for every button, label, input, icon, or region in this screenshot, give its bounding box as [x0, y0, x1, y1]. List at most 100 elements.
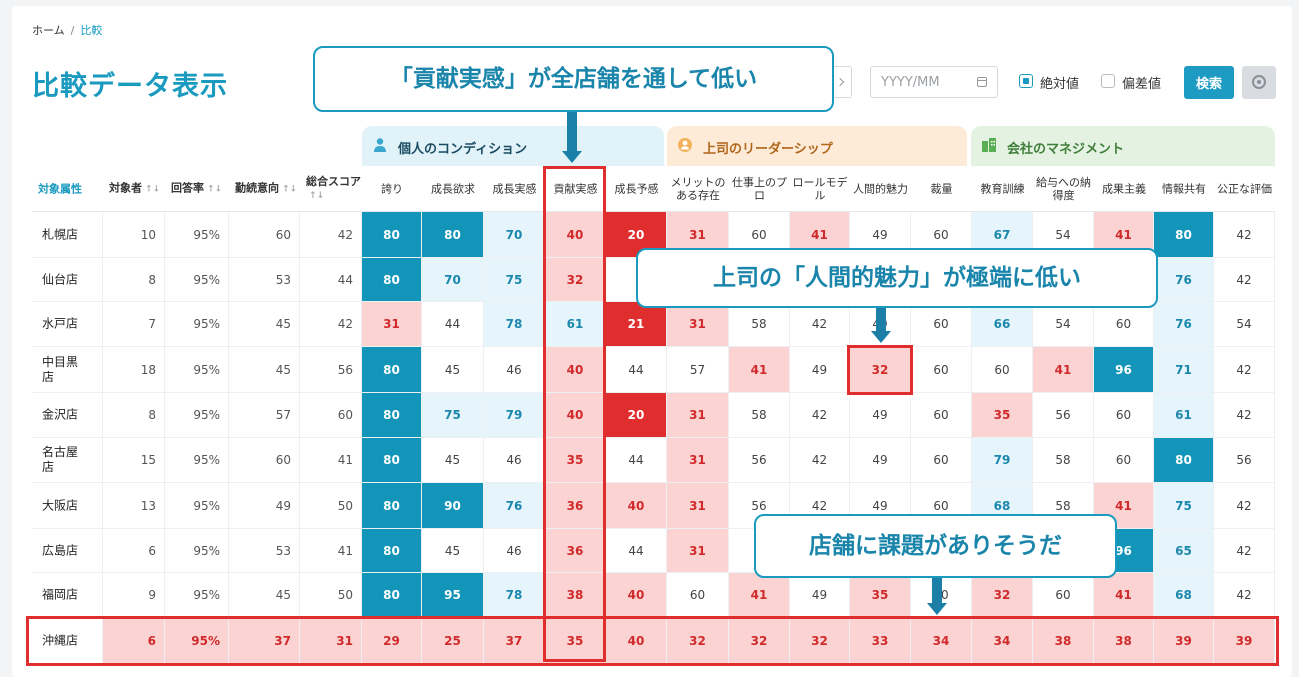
score-cell: 80 — [362, 393, 422, 438]
table-cell: 56 — [300, 347, 362, 393]
cell-value: 広島店 — [42, 543, 79, 557]
score-value: 80 — [383, 588, 400, 602]
column-header-label: 情報共有 — [1162, 182, 1206, 195]
score-value: 31 — [689, 453, 706, 467]
column-header: 貢献実感 — [545, 166, 606, 212]
absolute-checkbox[interactable] — [1019, 74, 1033, 88]
cell-value: 49 — [275, 498, 291, 513]
score-cell: 38 — [1094, 618, 1154, 664]
search-button[interactable]: 検索 — [1184, 66, 1234, 99]
breadcrumb-current: 比較 — [80, 24, 103, 37]
cell-value: 95% — [193, 272, 220, 287]
settings-button[interactable] — [1242, 66, 1276, 99]
cell-value: 95% — [193, 498, 220, 513]
score-cell: 41 — [729, 347, 790, 393]
column-header: ロールモデル — [790, 166, 850, 212]
score-value: 31 — [689, 543, 706, 558]
score-cell: 46 — [484, 438, 545, 483]
column-header-label: 対象属性 — [38, 182, 82, 195]
score-cell: 54 — [1214, 302, 1275, 347]
cell-value: 95% — [193, 453, 220, 467]
table-cell: 50 — [300, 483, 362, 529]
cell-value: 95% — [193, 317, 220, 331]
sort-icon[interactable]: ↑↓ — [282, 184, 298, 194]
sort-icon[interactable]: ↑↓ — [145, 184, 161, 194]
deviation-checkbox[interactable] — [1101, 74, 1115, 88]
score-value: 41 — [1115, 588, 1132, 602]
score-cell: 29 — [362, 618, 422, 664]
score-value: 32 — [871, 362, 889, 377]
score-cell: 49 — [790, 347, 850, 393]
score-cell: 56 — [1214, 438, 1275, 483]
column-header-label: 回答率 — [171, 181, 204, 194]
column-header: 人間的魅力 — [850, 166, 911, 212]
score-cell: 41 — [1033, 347, 1094, 393]
breadcrumb-home[interactable]: ホーム — [32, 24, 65, 37]
score-value: 60 — [689, 588, 706, 602]
score-value: 32 — [566, 272, 584, 287]
score-value: 40 — [566, 227, 584, 242]
group-boss-leadership: 上司のリーダーシップ — [667, 126, 967, 166]
score-value: 58 — [751, 408, 767, 422]
score-cell: 60 — [972, 347, 1033, 393]
column-header[interactable]: 総合スコア ↑↓ — [300, 166, 362, 212]
score-value: 67 — [993, 227, 1011, 242]
cell-value: 6 — [148, 543, 156, 558]
score-cell: 90 — [422, 483, 484, 529]
column-header[interactable]: 対象者 ↑↓ — [103, 166, 165, 212]
score-cell: 75 — [484, 258, 545, 302]
score-cell: 70 — [484, 212, 545, 258]
score-value: 29 — [383, 633, 400, 648]
score-value: 42 — [1236, 362, 1252, 377]
table-cell: 95% — [165, 212, 229, 258]
score-value: 60 — [933, 227, 949, 242]
column-header-label: 給与への納得度 — [1036, 175, 1091, 202]
score-value: 76 — [1175, 317, 1192, 331]
column-header[interactable]: 回答率 ↑↓ — [165, 166, 229, 212]
score-cell: 60 — [1094, 393, 1154, 438]
score-cell: 35 — [545, 618, 606, 664]
sort-icon[interactable]: ↑↓ — [207, 184, 223, 194]
cell-value: 95% — [191, 633, 220, 648]
column-header-label: 対象者 — [109, 181, 142, 194]
score-value: 70 — [444, 272, 461, 287]
cell-value: 60 — [275, 453, 291, 467]
score-value: 45 — [444, 543, 461, 558]
score-value: 78 — [505, 588, 523, 602]
arrow-down-icon — [927, 603, 947, 615]
score-value: 46 — [506, 362, 522, 377]
date-input[interactable]: YYYY/MM — [870, 66, 998, 98]
score-value: 45 — [444, 453, 461, 467]
table-cell: 60 — [229, 212, 300, 258]
row-store-name: 仙台店 — [32, 258, 103, 302]
table-cell: 60 — [300, 393, 362, 438]
score-cell: 31 — [667, 393, 729, 438]
score-cell: 31 — [667, 529, 729, 573]
score-value: 35 — [871, 588, 889, 602]
score-value: 42 — [1236, 408, 1252, 422]
score-value: 75 — [505, 272, 523, 287]
score-value: 31 — [689, 408, 706, 422]
score-value: 96 — [1115, 543, 1132, 558]
score-value: 58 — [751, 317, 767, 331]
score-cell: 44 — [606, 347, 667, 393]
score-value: 41 — [1115, 227, 1132, 242]
column-header[interactable]: 勤続意向 ↑↓ — [229, 166, 300, 212]
score-value: 60 — [1115, 453, 1132, 467]
score-cell: 76 — [1154, 258, 1214, 302]
table-cell: 42 — [300, 302, 362, 347]
score-value: 34 — [932, 633, 950, 648]
score-value: 60 — [933, 498, 949, 513]
score-value: 41 — [750, 588, 768, 602]
sort-icon[interactable]: ↑↓ — [309, 190, 325, 201]
breadcrumb-separator: / — [70, 24, 75, 37]
score-value: 42 — [811, 498, 828, 513]
date-range-start-end[interactable] — [830, 66, 852, 98]
column-header: 裁量 — [911, 166, 972, 212]
score-value: 68 — [1175, 588, 1192, 602]
score-value: 60 — [751, 227, 767, 242]
score-cell: 42 — [1214, 258, 1275, 302]
row-store-name: 金沢店 — [32, 393, 103, 438]
score-cell: 35 — [545, 438, 606, 483]
score-cell: 45 — [422, 529, 484, 573]
